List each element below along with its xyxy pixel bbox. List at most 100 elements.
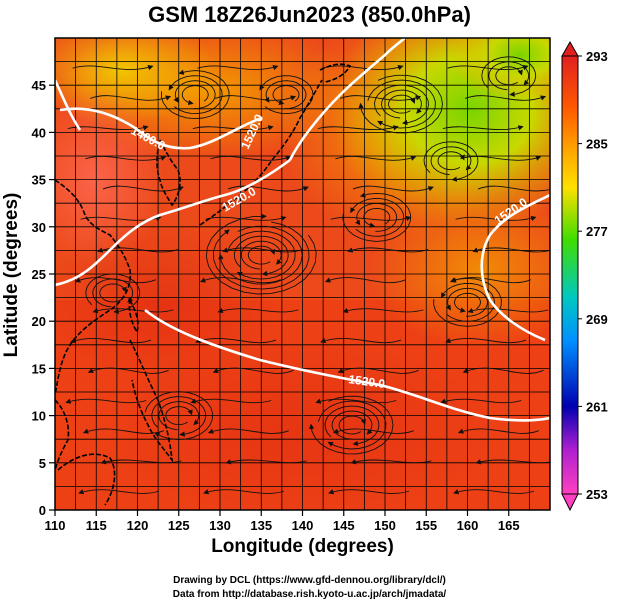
streamline [433,277,502,327]
streamline [337,367,419,374]
y-tick-label: 5 [39,456,46,471]
y-tick-label: 25 [32,267,46,282]
streamline [205,213,317,295]
streamline [65,398,147,404]
x-tick-label: 145 [333,518,355,533]
streamline [213,221,310,290]
streamline [328,489,410,495]
streamline [320,337,402,344]
coastline-korea [156,139,181,207]
coastlines [55,63,352,506]
streamline [495,66,523,86]
streamline [367,79,436,129]
streamline [233,235,289,277]
streamline [340,95,422,101]
streamline [160,69,230,120]
streamline [437,151,465,171]
x-tick-label: 110 [45,518,66,533]
streamline [210,155,292,161]
streamline [215,95,297,101]
streamline [350,459,432,465]
streamline [462,367,544,374]
streamline [472,247,550,253]
contour-label-1520-c: 1520.0 [348,372,387,391]
colorbar: 293 285 277 269 261 253 [561,40,608,512]
streamline [335,155,417,161]
colorbar-tick-label: 269 [586,312,608,327]
streamline [449,277,531,284]
contour-lower-left [55,79,82,131]
colorbar-tick-label: 277 [586,224,608,239]
x-axis-ticks: 110 115 120 125 130 135 140 145 150 155 160 165 [45,510,520,533]
streamline [247,245,276,265]
y-tick-label: 35 [32,173,46,188]
streamline [332,428,414,434]
streamline [317,125,399,131]
streamline [467,307,549,314]
streamline [363,207,391,228]
y-tick-label: 10 [32,409,46,424]
x-tick-label: 160 [457,518,479,533]
streamline [347,247,429,253]
streamline [85,273,141,315]
credit-data: Data from http://database.rish.kyoto-u.a… [172,589,447,600]
colorbar-tick-label: 261 [586,399,608,414]
streamline [488,61,530,91]
y-axis-title: Latitude (degrees) [1,192,22,358]
colorbar-ticks: 293 285 277 269 261 253 [578,49,608,502]
streamline [212,367,294,374]
streamline [203,489,285,495]
streamline [454,292,481,313]
streamline [445,287,488,317]
y-tick-label: 30 [32,220,46,235]
x-tick-label: 120 [127,518,149,533]
x-tick-label: 130 [209,518,231,533]
colorbar-tick-label: 285 [586,137,608,152]
streamline [350,197,405,237]
streamline [308,395,394,455]
streamline [465,95,547,101]
y-tick-label: 15 [32,361,46,376]
streamline [173,80,216,110]
streamline [445,337,527,344]
streamline [217,307,299,314]
streamline [222,247,304,253]
x-tick-label: 150 [374,518,396,533]
colorbar-bar [561,55,579,495]
colorbar-tick-label: 293 [586,49,608,64]
x-tick-label: 155 [415,518,437,533]
streamline [342,307,424,314]
streamline [315,398,397,404]
streamline [352,185,434,192]
streamline [453,489,535,495]
contour-1520-d [480,193,550,342]
streamline [99,283,127,303]
streamline [264,80,307,110]
streamline [67,125,149,131]
temperature-field [55,38,550,510]
streamline [102,185,184,192]
streamline [477,185,550,192]
streamline [324,405,380,447]
coastline-borneo [57,453,116,506]
coastline-indochina [55,399,70,471]
streamline [381,89,422,119]
streamline [457,428,539,434]
streamline [374,84,429,126]
height-contours [55,38,550,422]
streamline [440,282,495,322]
chart-title: GSM 18Z26Jun2023 (850.0hPa) [148,2,471,27]
streamline [330,215,412,222]
streamline [460,155,542,161]
streamline [82,428,164,434]
streamline [87,367,169,374]
streamline [92,278,134,308]
streamline [481,56,537,97]
y-tick-label: 40 [32,125,46,140]
coastline-philippines [129,339,174,463]
streamline [317,400,387,450]
streamline [342,192,411,242]
x-tick-label: 140 [292,518,314,533]
streamline [144,391,214,441]
x-tick-label: 115 [86,518,107,533]
